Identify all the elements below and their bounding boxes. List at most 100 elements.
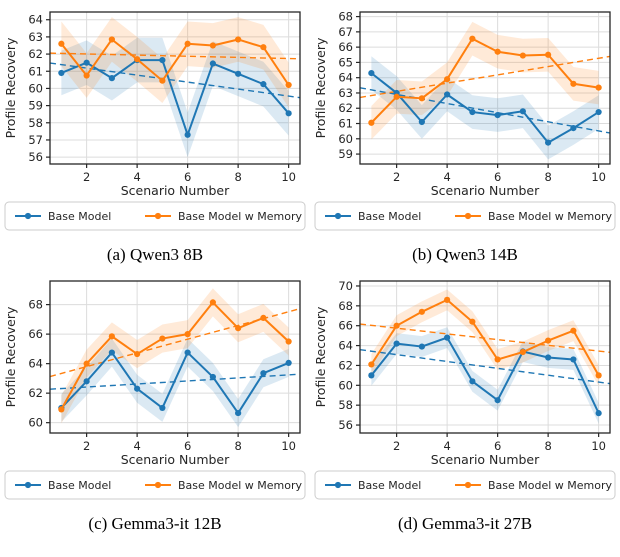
y-tick-label: 64 (338, 71, 353, 85)
data-point-base-model-w-memory (209, 299, 216, 306)
data-point-base-model (235, 70, 242, 77)
trend-line-base-model (360, 87, 610, 134)
data-point-base-model (260, 81, 267, 88)
data-point-base-model (595, 108, 602, 116)
legend-marker-dot-base-model-w-memory (154, 481, 162, 489)
legend-marker-dot-base-model (334, 212, 342, 220)
subplot-gemma3-12b: 60 62 64 66 68 2 4 6 8 10 Scenario Number Profile R… (0, 274, 310, 543)
legend-label-base-model: Base Model (358, 479, 421, 492)
data-point-base-model-w-memory (260, 44, 267, 51)
legend-label-base-model: Base Model (358, 210, 421, 223)
x-axis-label: Scenario Number (121, 452, 230, 467)
y-tick-label: 65 (338, 55, 353, 69)
x-axis-label: Scenario Number (431, 183, 540, 198)
data-point-base-model (570, 356, 577, 363)
subplot-qwen3-8b: 56 57 58 59 60 61 62 63 64 2 4 6 8 10 Scenario Number P… (0, 5, 310, 274)
x-tick-label: 2 (393, 439, 400, 453)
data-point-base-model (368, 70, 375, 77)
data-point-base-model (209, 373, 216, 381)
trend-line-base-model (360, 348, 610, 385)
data-point-base-model (368, 372, 375, 379)
data-point-base-model (83, 378, 90, 385)
x-axis-label: Scenario Number (431, 452, 540, 467)
data-point-base-model-w-memory (469, 35, 476, 42)
data-point-base-model-w-memory (595, 372, 602, 379)
data-point-base-model (134, 385, 141, 392)
legend-marker-dot-base-model-w-memory (464, 481, 472, 489)
y-tick-label: 60 (338, 132, 353, 146)
caption-d: (d) Gemma3-it 27B (397, 514, 533, 533)
legend-label-base-model-w-memory: Base Model w Memory (488, 479, 613, 492)
grid-lines (360, 12, 610, 164)
figure-row-bottom: 60 62 64 66 68 2 4 6 8 10 Scenario Number Profile R… (0, 274, 620, 543)
data-point-base-model (444, 91, 451, 98)
y-tick-label: 60 (338, 378, 353, 392)
data-point-base-model-w-memory (469, 318, 476, 325)
data-point-base-model-w-memory (519, 52, 526, 59)
data-point-base-model (444, 334, 451, 341)
trend-line-base-model-w-memory (50, 52, 300, 60)
y-tick-label: 70 (338, 279, 353, 293)
data-point-base-model-w-memory (570, 80, 577, 87)
x-tick-label: 8 (544, 170, 551, 184)
data-point-base-model (209, 60, 216, 67)
data-point-base-model (393, 340, 400, 347)
data-point-base-model-w-memory (159, 77, 166, 84)
y-tick-label: 61 (28, 64, 43, 78)
x-tick-label: 10 (281, 170, 296, 184)
y-tick-label: 63 (338, 86, 353, 100)
y-tick-label: 64 (28, 13, 43, 27)
caption-a: (a) Qwen3 8B (106, 245, 204, 264)
data-point-base-model-w-memory (83, 72, 90, 79)
series-line-base-model-w-memory (370, 37, 599, 124)
plot-border (359, 11, 611, 165)
x-tick-label: 10 (591, 170, 606, 184)
data-point-base-model (235, 409, 242, 417)
legend-label-base-model: Base Model (48, 479, 111, 492)
y-tick-label: 66 (28, 327, 43, 341)
data-point-base-model (184, 131, 191, 138)
legend-marker-dot-base-model-w-memory (154, 212, 162, 220)
data-point-base-model-w-memory (235, 325, 242, 332)
confidence-band-base-model-w-memory (371, 21, 599, 140)
y-axis-label: Profile Recovery (313, 37, 328, 138)
trend-line-base-model-w-memory (360, 323, 610, 354)
series-line-base-model-w-memory (370, 298, 600, 376)
x-tick-label: 4 (443, 439, 450, 453)
legend-marker-dot-base-model (334, 481, 342, 489)
data-point-base-model (469, 378, 476, 385)
data-point-base-model-w-memory (108, 333, 115, 340)
data-point-base-model (418, 118, 425, 126)
data-point-base-model (108, 349, 115, 356)
data-point-base-model (469, 108, 476, 116)
y-tick-label: 57 (28, 133, 43, 147)
series-line-base-model (60, 59, 290, 136)
x-tick-label: 6 (184, 439, 191, 453)
series-line-base-model (370, 72, 600, 144)
data-point-base-model-w-memory (235, 36, 242, 43)
data-point-base-model (570, 125, 577, 132)
x-tick-label: 6 (494, 170, 501, 184)
x-tick-label: 8 (544, 439, 551, 453)
data-point-base-model-w-memory (260, 314, 267, 321)
trend-line-base-model-w-memory (360, 55, 610, 99)
confidence-band-base-model (371, 327, 599, 424)
y-tick-label: 61 (338, 117, 353, 131)
data-point-base-model-w-memory (285, 338, 292, 345)
data-point-base-model (184, 349, 191, 356)
y-tick-label: 68 (338, 299, 353, 313)
data-point-base-model-w-memory (134, 350, 141, 358)
figure-grid: 56 57 58 59 60 61 62 63 64 2 4 6 8 10 Scenario Number P… (0, 5, 620, 543)
x-tick-label: 2 (83, 439, 90, 453)
data-point-base-model (418, 343, 425, 350)
x-tick-label: 8 (234, 439, 241, 453)
data-point-base-model (494, 397, 501, 404)
data-point-base-model-w-memory (393, 93, 400, 100)
x-tick-label: 10 (591, 439, 606, 453)
y-tick-label: 60 (28, 416, 43, 430)
y-tick-label: 58 (338, 398, 353, 412)
